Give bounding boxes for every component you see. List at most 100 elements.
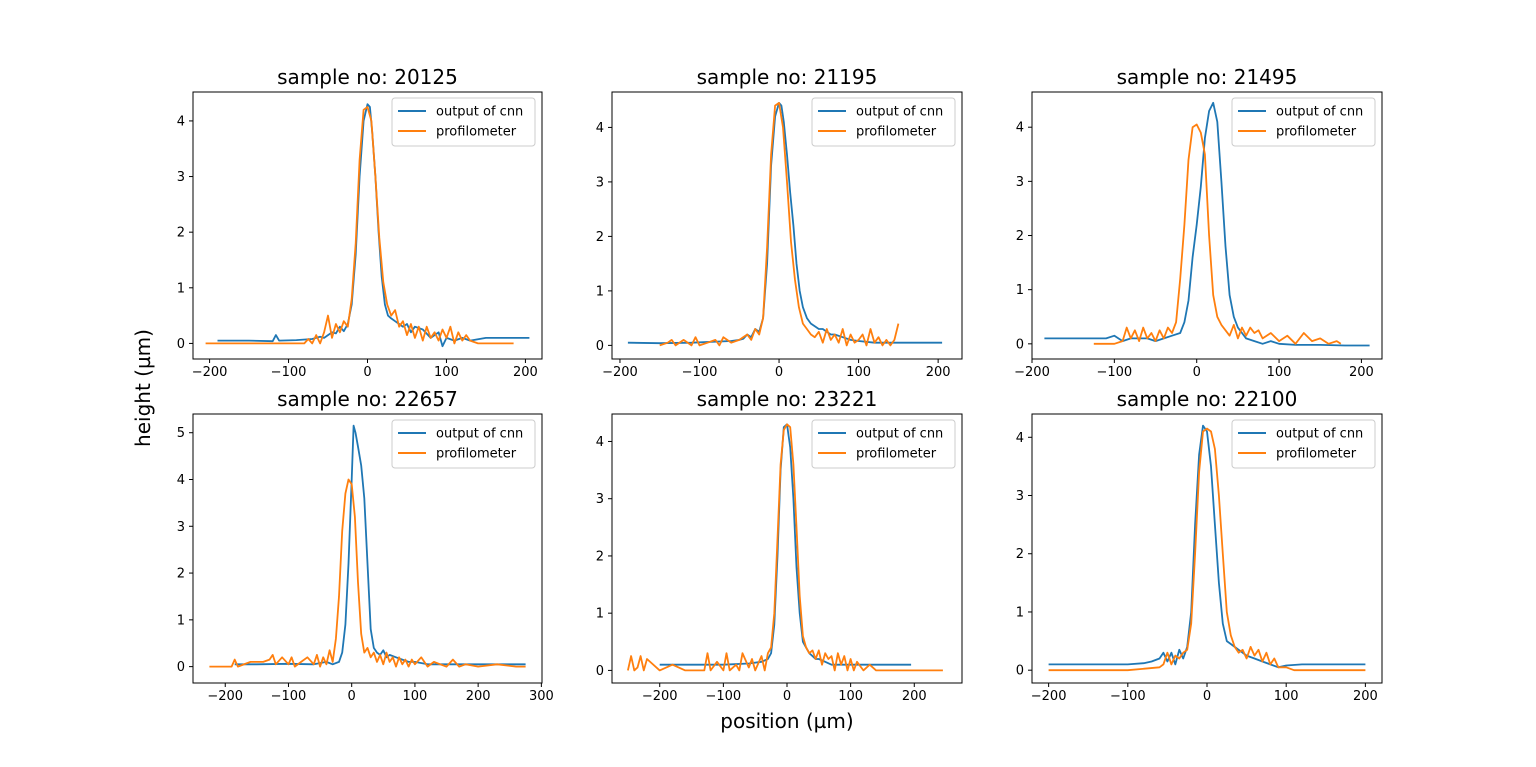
x-tick-label: 100 [846,365,871,380]
y-tick-label: 0 [596,664,604,679]
y-tick-label: 4 [177,114,185,129]
y-tick-label: 5 [177,426,185,441]
series-line-profilometer [1048,427,1366,672]
y-tick-label: 0 [596,339,604,354]
chart-panel: sample no: 23221 −200 −100 0 100 200 0 1 2 3 4 outp… [596,387,963,704]
y-tick-label: 4 [177,473,185,488]
x-tick-label: −200 [192,365,228,380]
chart-title: sample no: 22100 [1117,387,1298,411]
y-tick-label: 1 [596,284,604,299]
x-tick-label: −200 [602,365,638,380]
y-tick-label: 0 [1016,337,1024,352]
x-tick-label: −200 [207,689,243,704]
y-tick-label: 2 [596,230,604,245]
legend-frame [811,97,956,147]
legend-frame [391,419,536,469]
legend-label-profilometer: profilometer [1276,125,1357,140]
y-tick-label: 1 [177,281,185,296]
chart-title: sample no: 20125 [277,65,458,89]
chart-panel: sample no: 20125 −200 −100 0 100 200 0 1 2 3 4 outp… [177,65,543,380]
x-tick-label: −100 [706,689,742,704]
chart-title: sample no: 21195 [697,65,878,89]
legend: output of cnn profilometer [811,419,956,469]
x-tick-label: 0 [775,365,783,380]
x-tick-label: 0 [783,689,791,704]
x-tick-label: −100 [271,689,307,704]
y-tick-label: 3 [177,170,185,185]
y-tick-label: 4 [596,121,604,136]
legend-frame [811,419,956,469]
legend-label-profilometer: profilometer [1276,447,1357,462]
legend: output of cnn profilometer [1231,97,1376,147]
legend-label-profilometer: profilometer [436,447,517,462]
y-tick-label: 3 [1016,175,1024,190]
x-tick-label: −200 [1014,365,1050,380]
y-tick-label: 2 [177,567,185,582]
legend-label-cnn: output of cnn [856,105,943,120]
x-tick-label: 0 [1193,365,1201,380]
y-tick-label: 1 [177,613,185,628]
legend: output of cnn profilometer [391,419,536,469]
y-tick-label: 1 [596,607,604,622]
chart-panel: sample no: 22100 −200 −100 0 100 200 0 1 2 3 4 outp… [1016,387,1383,704]
legend-label-profilometer: profilometer [856,447,937,462]
x-tick-label: 200 [926,365,951,380]
axes-frame [611,91,963,360]
legend-frame [1231,97,1376,147]
y-tick-label: 0 [1016,664,1024,679]
y-tick-label: 3 [177,520,185,535]
x-tick-label: 300 [529,689,554,704]
legend-label-cnn: output of cnn [1276,105,1363,120]
x-tick-label: 200 [902,689,927,704]
x-tick-label: −200 [642,689,678,704]
x-tick-label: −100 [1096,365,1132,380]
legend-label-profilometer: profilometer [856,125,937,140]
legend: output of cnn profilometer [811,97,956,147]
series-line-profilometer [205,106,514,345]
legend: output of cnn profilometer [1231,419,1376,469]
legend: output of cnn profilometer [391,97,536,147]
legend-label-cnn: output of cnn [856,427,943,442]
x-tick-label: 100 [1274,689,1299,704]
legend-label-cnn: output of cnn [1276,427,1363,442]
y-tick-label: 4 [596,435,604,450]
y-tick-label: 3 [596,175,604,190]
legend-label-profilometer: profilometer [436,125,517,140]
x-tick-label: 200 [1353,689,1378,704]
series-line-profilometer [659,102,900,347]
x-tick-label: 100 [1267,365,1292,380]
x-tick-label: 200 [466,689,491,704]
legend-frame [1231,419,1376,469]
y-tick-label: 0 [177,337,185,352]
series-line-cnn [1044,101,1370,347]
chart-title: sample no: 22657 [277,387,458,411]
series-line-cnn [234,424,526,666]
chart-panel: sample no: 21195 −200 −100 0 100 200 0 1 2 3 4 outp… [596,65,963,380]
y-tick-label: 3 [596,492,604,507]
x-tick-label: 0 [348,689,356,704]
x-tick-label: 200 [1349,365,1374,380]
y-tick-label: 1 [1016,605,1024,620]
x-tick-label: −100 [1110,689,1146,704]
chart-title: sample no: 23221 [697,387,878,411]
chart-panel: sample no: 21495 −200 −100 0 100 200 0 1 2 3 4 outp… [1014,65,1383,380]
y-tick-label: 2 [177,226,185,241]
series-line-profilometer [1093,123,1342,345]
axes-frame [192,413,543,684]
chart-panel: sample no: 22657 −200 −100 0 100 200 300 0 1 2 3 4 5… [177,387,554,704]
series-line-cnn [1048,424,1366,669]
chart-title: sample no: 21495 [1117,65,1298,89]
figure-xlabel: position (µm) [720,709,853,733]
legend-frame [391,97,536,147]
legend-label-cnn: output of cnn [436,427,523,442]
axes-frame [1031,91,1383,360]
y-tick-label: 2 [1016,547,1024,562]
y-tick-label: 1 [1016,283,1024,298]
y-tick-label: 0 [177,660,185,675]
y-tick-label: 3 [1016,489,1024,504]
series-line-profilometer [627,423,943,672]
x-tick-label: −100 [682,365,718,380]
legend-label-cnn: output of cnn [436,105,523,120]
x-tick-label: 0 [1203,689,1211,704]
